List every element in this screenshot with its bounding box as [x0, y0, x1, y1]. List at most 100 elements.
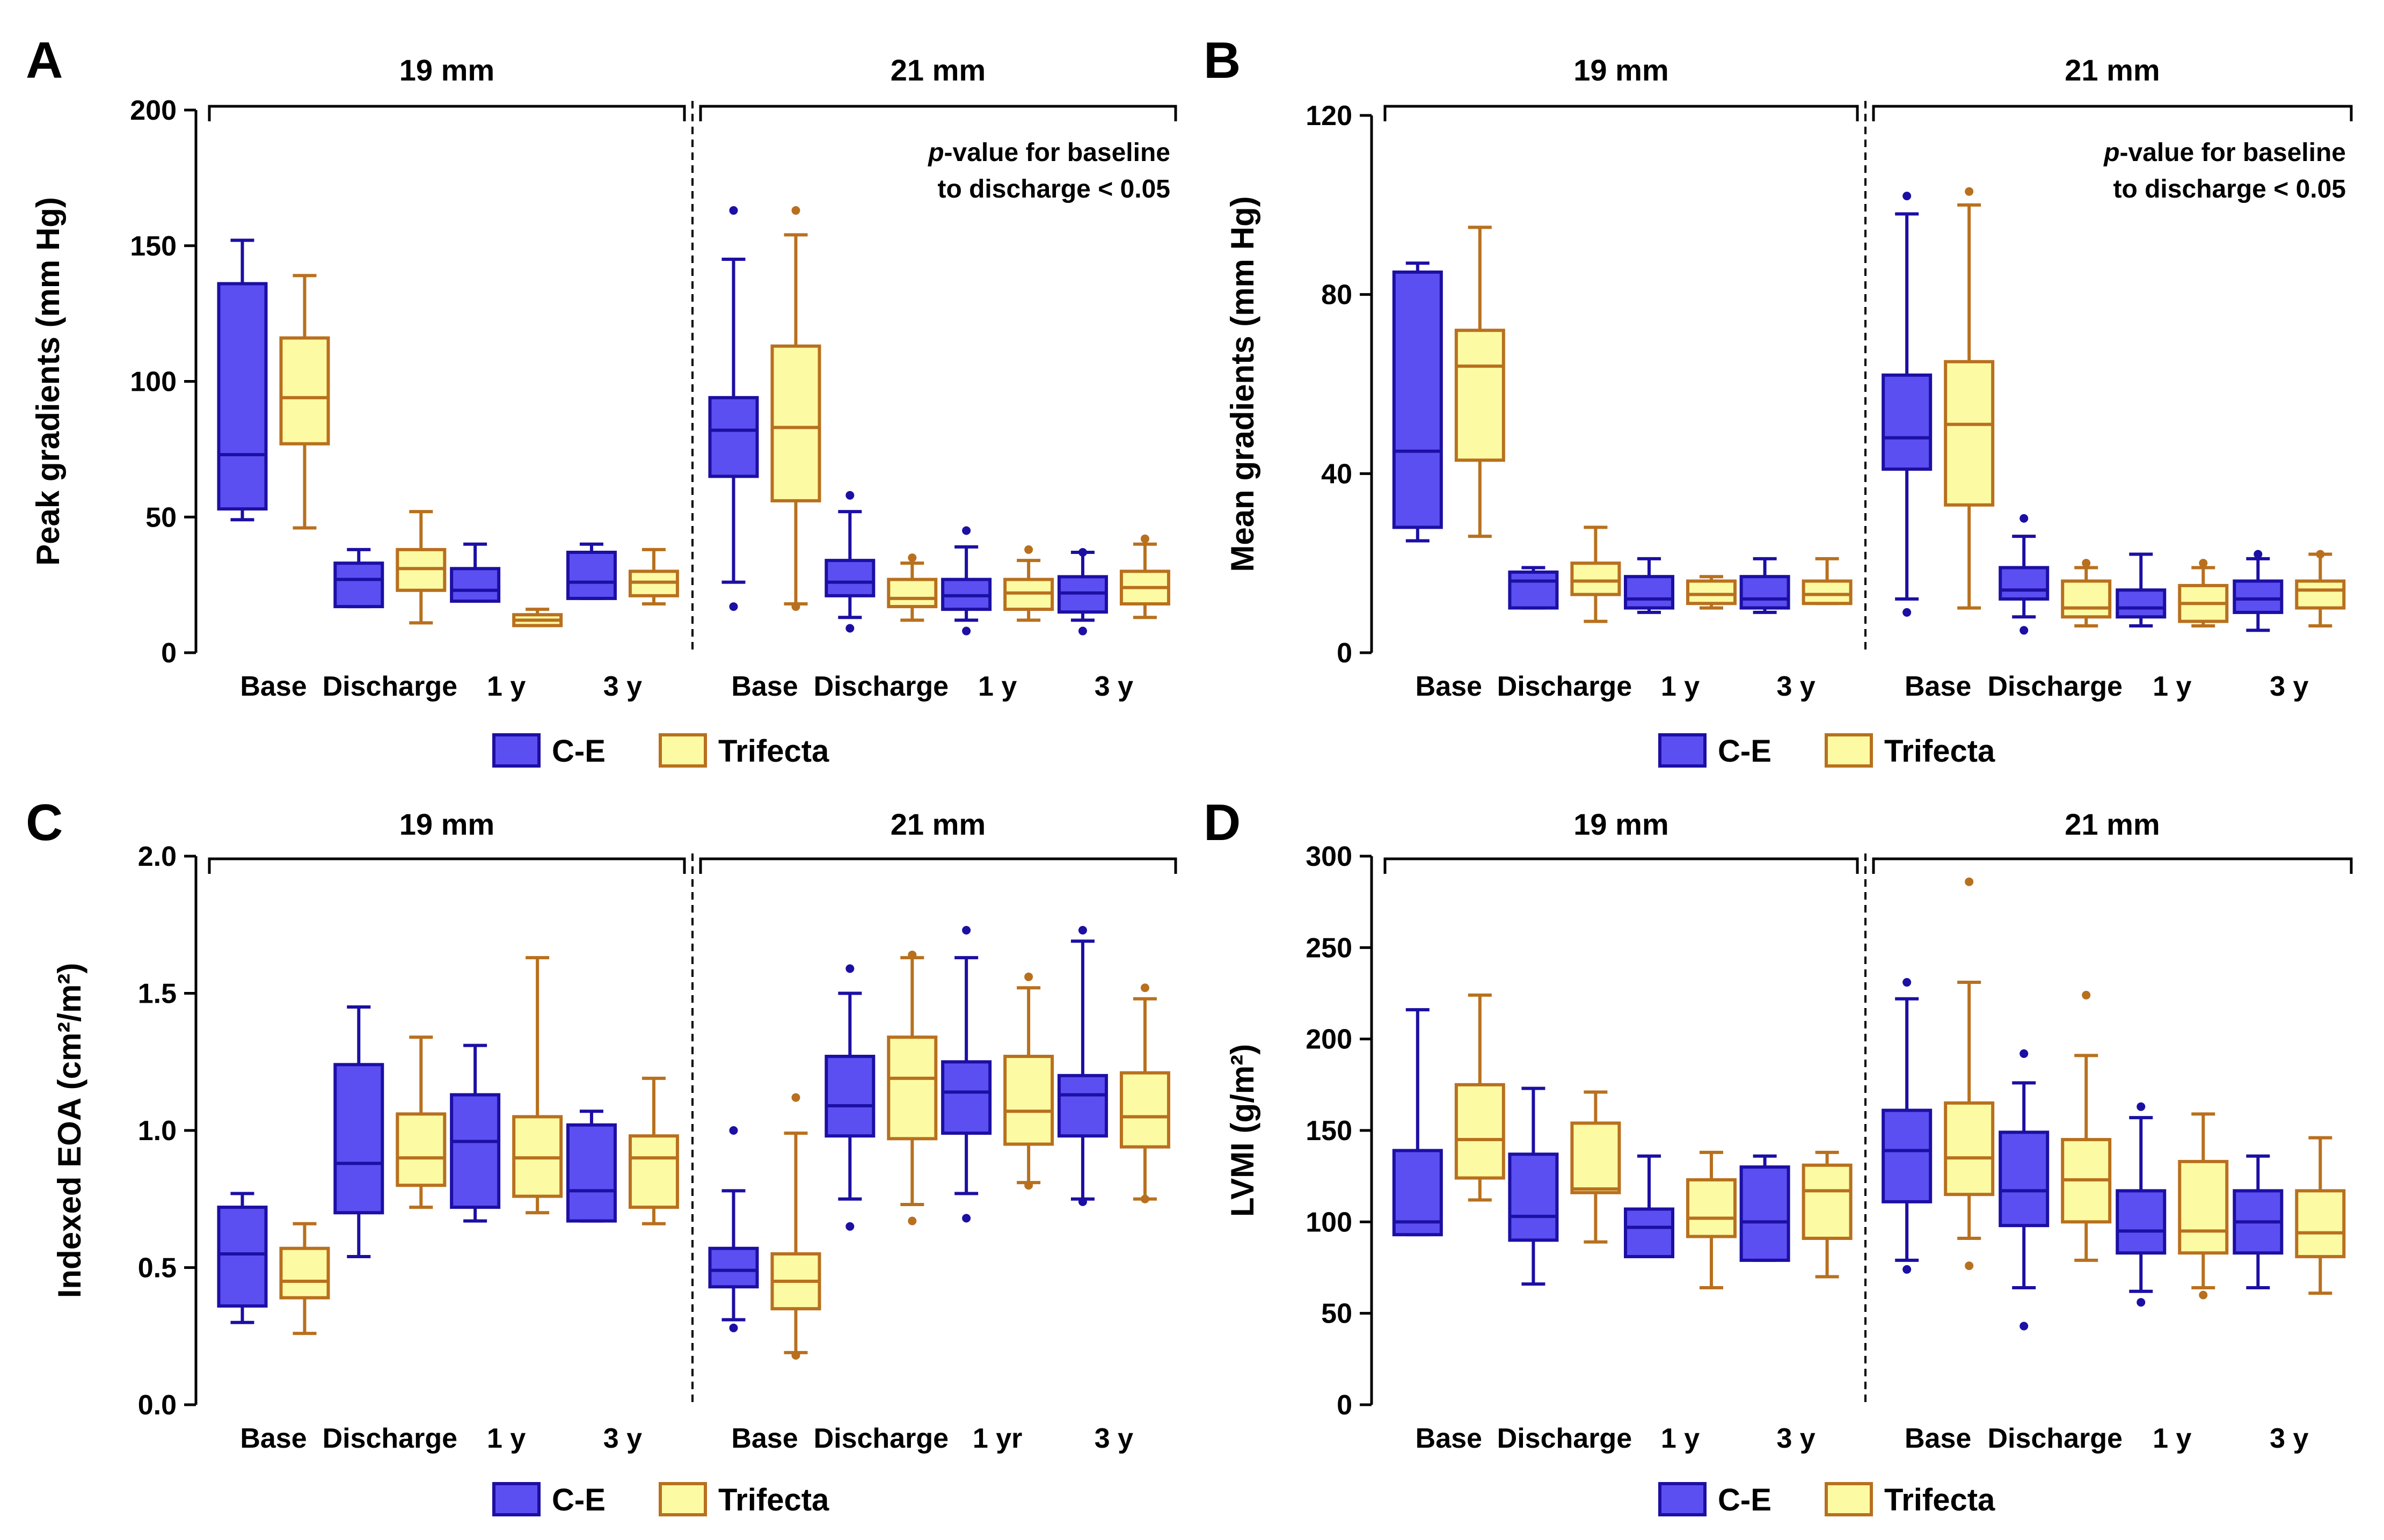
box-iqr — [628, 1134, 679, 1209]
x-tick-label: Discharge — [1987, 671, 2122, 702]
box-trifecta — [770, 1093, 821, 1360]
box-trifecta — [512, 608, 563, 627]
box-iqr — [2295, 579, 2346, 610]
box-iqr — [1686, 1178, 1737, 1238]
x-tick-label: 3 y — [603, 671, 642, 702]
box-trifecta — [1802, 1150, 1853, 1279]
box-iqr — [941, 1060, 992, 1135]
group-bracket — [699, 105, 1177, 121]
x-tick-label: Base — [1905, 1423, 1971, 1454]
box-iqr — [1882, 373, 1933, 471]
box-ce — [1624, 557, 1674, 614]
outlier-point — [1078, 1197, 1087, 1206]
box-iqr — [1119, 1071, 1170, 1149]
box-ce — [825, 964, 876, 1231]
panel-label: C — [26, 794, 63, 851]
box-trifecta — [1119, 534, 1170, 619]
box-trifecta — [1686, 1150, 1737, 1289]
box-iqr — [825, 559, 876, 597]
box-iqr — [1454, 329, 1505, 462]
box-iqr — [1739, 575, 1790, 610]
y-tick-label: 50 — [1321, 1298, 1352, 1330]
legend-label-trifecta: Trifecta — [1884, 734, 1995, 769]
note-rest: -value for baseline — [2120, 138, 2346, 167]
y-tick-label: 0 — [1337, 638, 1352, 669]
outlier-point — [1078, 925, 1087, 935]
box-trifecta — [2295, 1136, 2346, 1295]
y-tick-label: 120 — [1306, 100, 1352, 132]
box-iqr — [279, 336, 330, 446]
x-tick-label: 3 y — [1776, 1423, 1815, 1454]
box-iqr — [1508, 570, 1559, 610]
box-iqr — [2116, 1189, 2167, 1255]
legend-swatch-trifecta — [659, 1482, 707, 1516]
legend-label-trifecta: Trifecta — [1884, 1483, 1995, 1517]
box-iqr — [1624, 1207, 1674, 1259]
outlier-point — [791, 602, 800, 611]
panel-a: A 0 50 100 150 200 Peak gradients (mm Hg) 19 mm… — [26, 32, 1177, 769]
box-iqr — [1686, 579, 1737, 605]
panel-label: A — [26, 32, 63, 89]
outlier-point — [845, 491, 855, 500]
box-iqr — [333, 561, 384, 609]
box-iqr — [1508, 1152, 1559, 1242]
box-trifecta — [512, 956, 563, 1215]
box-iqr — [1802, 579, 1853, 605]
legend-label-ce: C-E — [552, 734, 606, 769]
y-tick-label: 150 — [1306, 1115, 1352, 1147]
y-tick-label: 0.0 — [138, 1390, 177, 1421]
box-ce — [217, 238, 268, 522]
x-tick-label: 3 y — [1776, 671, 1815, 702]
box-iqr — [1882, 1108, 1933, 1203]
box-ce — [1057, 925, 1108, 1206]
box-ce — [708, 1126, 759, 1332]
group-label: 21 mm — [2065, 53, 2160, 87]
x-tick-label: 1 y — [2153, 671, 2191, 702]
x-tick-label: Discharge — [1497, 671, 1632, 702]
y-tick-label: 2.0 — [138, 841, 177, 872]
box-trifecta — [2061, 990, 2112, 1262]
box-trifecta — [2178, 559, 2229, 627]
outlier-point — [2199, 559, 2208, 568]
box-ce — [1882, 192, 1933, 617]
y-tick-label: 1.5 — [138, 979, 177, 1010]
box-iqr — [1802, 1163, 1853, 1240]
x-tick-label: 1 yr — [973, 1423, 1023, 1454]
y-tick-label: 0 — [161, 638, 177, 669]
group-label: 21 mm — [2065, 807, 2160, 841]
legend-swatch-ce — [492, 1482, 541, 1516]
x-tick-label: 3 y — [1095, 671, 1133, 702]
box-ce — [941, 526, 992, 636]
outlier-point — [962, 925, 971, 935]
box-ce — [2116, 552, 2167, 627]
note-line: p-value for baseline — [2103, 138, 2346, 167]
box-trifecta — [1454, 225, 1505, 538]
y-tick-label: 100 — [130, 367, 177, 398]
box-iqr — [2178, 1159, 2229, 1255]
x-tick-label: Base — [1416, 671, 1482, 702]
box-iqr — [1624, 575, 1674, 610]
group-label: 19 mm — [399, 53, 494, 87]
box-ce — [333, 548, 384, 609]
box-iqr — [450, 1093, 501, 1209]
box-iqr — [1570, 561, 1621, 596]
outlier-point — [2020, 1322, 2029, 1331]
x-tick-label: 1 y — [1661, 671, 1700, 702]
y-axis-label: Indexed EOA (cm²/m²) — [52, 963, 88, 1298]
box-ce — [708, 206, 759, 611]
group-bracket — [1383, 105, 1859, 121]
x-tick-label: 3 y — [1095, 1423, 1133, 1454]
legend-swatch-trifecta — [1825, 1482, 1873, 1516]
box-iqr — [708, 1246, 759, 1289]
box-iqr — [887, 578, 938, 609]
outlier-point — [908, 950, 917, 959]
legend-label-ce: C-E — [1718, 734, 1771, 769]
x-tick-label: Base — [1416, 1423, 1482, 1454]
x-tick-label: Discharge — [323, 671, 457, 702]
x-tick-label: 3 y — [603, 1423, 642, 1454]
note-rest: -value for baseline — [944, 138, 1170, 167]
outlier-point — [1902, 1265, 1912, 1274]
box-ce — [333, 1005, 384, 1259]
box-iqr — [1003, 1055, 1054, 1146]
